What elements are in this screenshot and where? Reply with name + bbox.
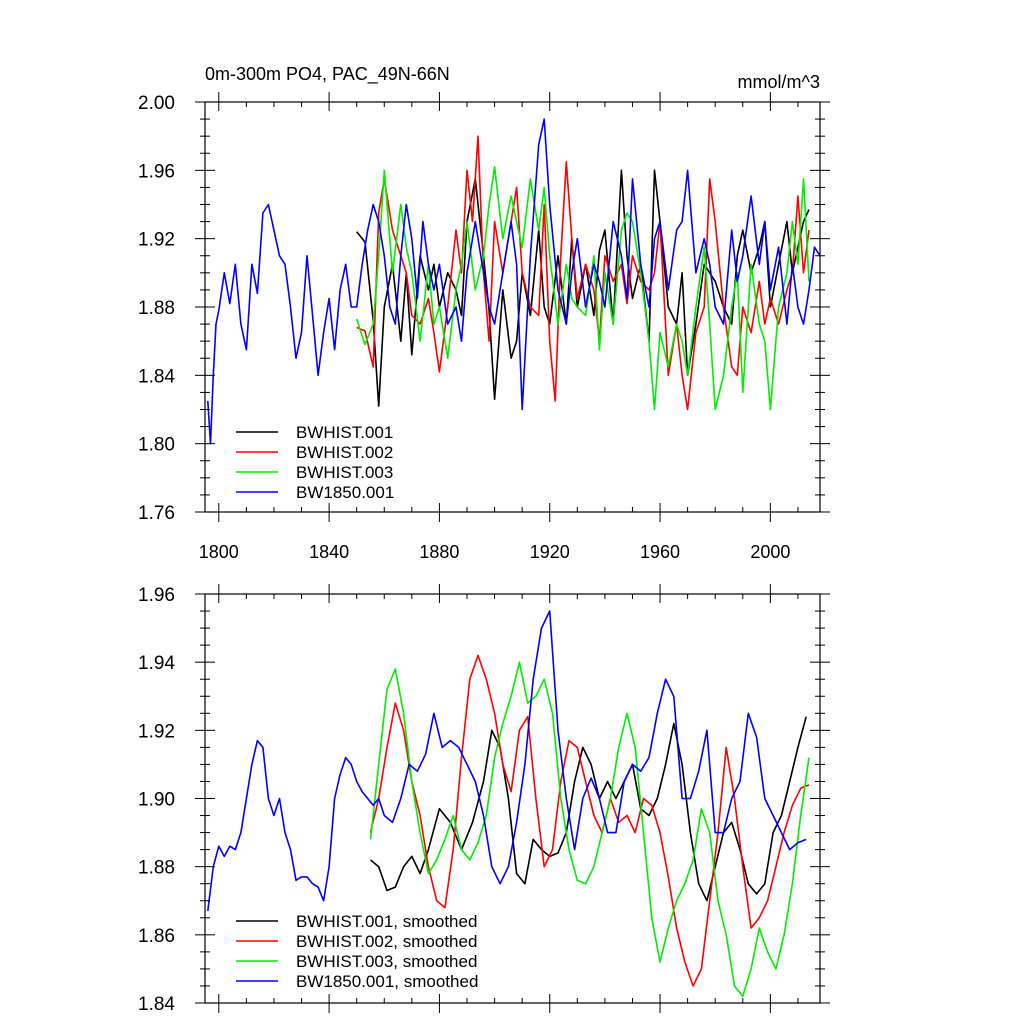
- bottom-panel: 1.84 1.86 1.88 1.90 1.92 1.94 1.96 BWHIST.001, …: [138, 584, 830, 1015]
- top-panel: 1800 1840 1880 1920 1960 2000 1.76 1.80 1.84 1.88…: [138, 64, 830, 562]
- legend-label-3: BWHIST.003, smoothed: [296, 952, 477, 971]
- legend-label-1: BWHIST.001, smoothed: [296, 912, 477, 931]
- x-tick-label: 1800: [199, 542, 239, 562]
- chart-title: 0m-300m PO4, PAC_49N-66N: [205, 64, 450, 85]
- series-line-4: [207, 610, 807, 912]
- x-tick-label: 1960: [640, 542, 680, 562]
- y-tick-label: 1.88: [138, 858, 175, 879]
- legend-label-3: BWHIST.003: [296, 463, 393, 482]
- y-tick-label: 1.88: [138, 298, 175, 319]
- y-tick-label: 1.86: [138, 926, 175, 947]
- x-tick-label: 2000: [750, 542, 790, 562]
- legend-label-2: BWHIST.002, smoothed: [296, 932, 477, 951]
- series-line-2: [356, 135, 810, 411]
- y-tick-label: 1.90: [138, 790, 175, 811]
- series-line-1: [369, 716, 807, 902]
- series-lines: [207, 610, 810, 997]
- units-label: mmol/m^3: [738, 72, 820, 92]
- y-tick-label: 1.84: [138, 994, 175, 1015]
- y-tick-label: 1.84: [138, 366, 175, 387]
- y-tick-label: 1.94: [138, 653, 175, 674]
- legend-label-1: BWHIST.001: [296, 423, 393, 442]
- y-tick-label: 1.92: [138, 230, 175, 251]
- y-tick-label: 2.00: [138, 93, 175, 114]
- y-tick-label: 1.76: [138, 503, 175, 524]
- series-line-2: [369, 654, 810, 987]
- y-tick-label: 1.92: [138, 721, 175, 742]
- y-tick-label: 1.80: [138, 435, 175, 456]
- series-line-3: [355, 166, 810, 411]
- legend-label-4: BW1850.001: [296, 483, 394, 502]
- x-tick-label: 1880: [419, 542, 459, 562]
- x-tick-label: 1840: [309, 542, 349, 562]
- x-tick-label: 1920: [530, 542, 570, 562]
- series-lines: [207, 118, 820, 445]
- series-line-3: [369, 661, 810, 997]
- y-tick-label: 1.96: [138, 585, 175, 606]
- y-tick-label: 1.96: [138, 161, 175, 182]
- legend-label-4: BW1850.001, smoothed: [296, 972, 478, 991]
- legend-label-2: BWHIST.002: [296, 443, 393, 462]
- series-line-4: [207, 118, 820, 445]
